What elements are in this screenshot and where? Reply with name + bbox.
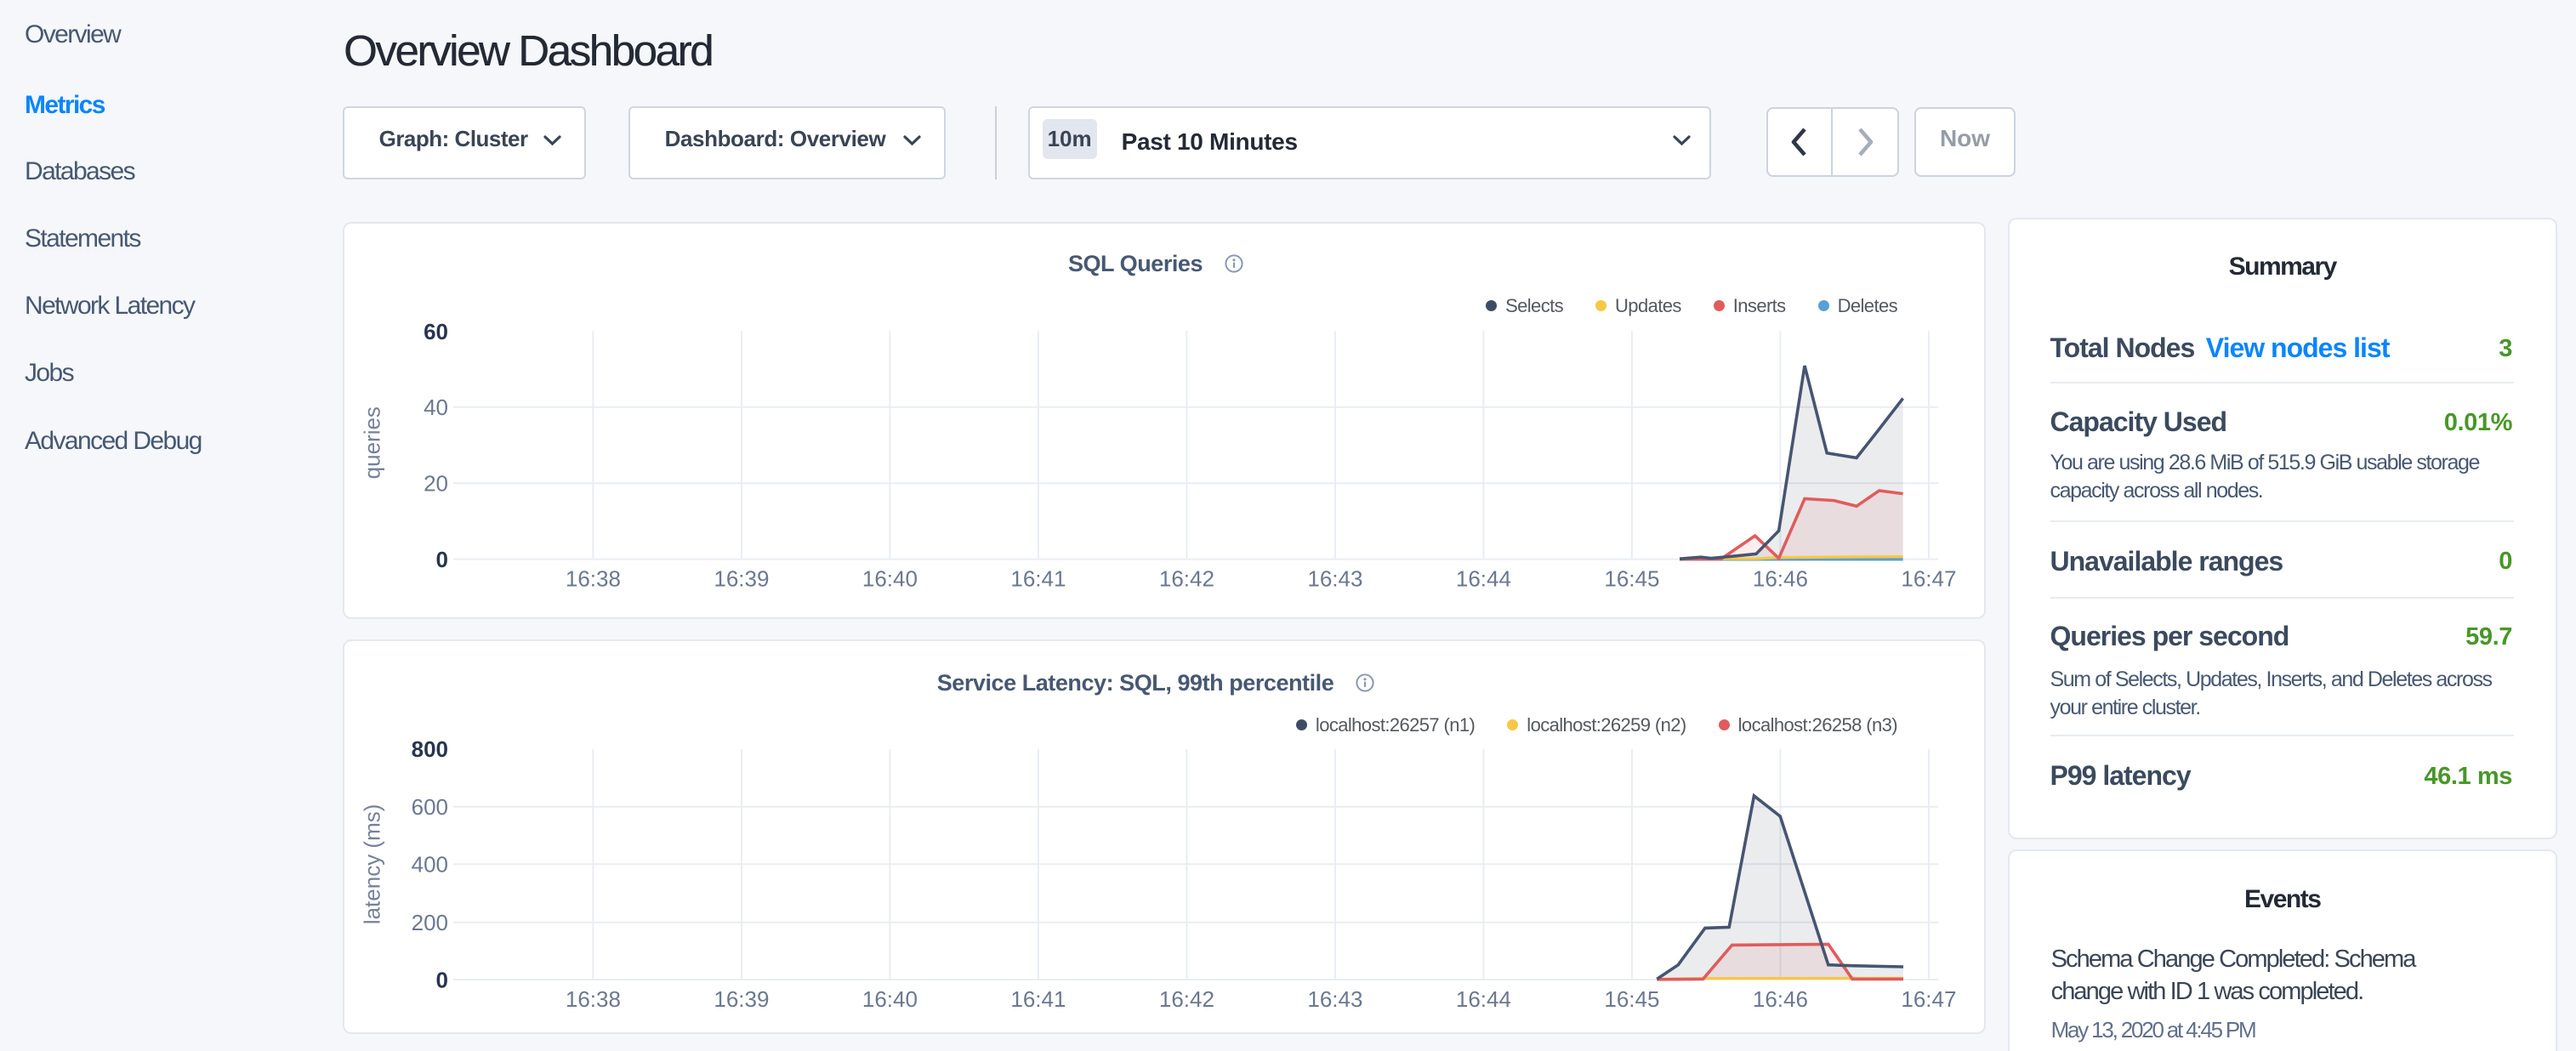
svg-text:16:40: 16:40 bbox=[862, 986, 918, 1012]
svg-text:16:39: 16:39 bbox=[714, 986, 769, 1012]
svg-text:queries: queries bbox=[360, 406, 385, 479]
svg-text:600: 600 bbox=[412, 794, 448, 820]
svg-text:0: 0 bbox=[436, 967, 448, 992]
svg-text:16:39: 16:39 bbox=[714, 566, 769, 592]
svg-text:200: 200 bbox=[412, 910, 448, 935]
svg-text:16:46: 16:46 bbox=[1753, 986, 1808, 1012]
svg-text:20: 20 bbox=[424, 471, 448, 497]
svg-text:16:42: 16:42 bbox=[1159, 986, 1214, 1012]
svg-text:40: 40 bbox=[424, 395, 448, 420]
svg-text:16:46: 16:46 bbox=[1753, 566, 1808, 592]
svg-text:16:42: 16:42 bbox=[1159, 566, 1214, 592]
svg-text:16:43: 16:43 bbox=[1307, 566, 1362, 592]
svg-text:16:47: 16:47 bbox=[1901, 566, 1956, 592]
svg-text:16:44: 16:44 bbox=[1456, 566, 1511, 592]
svg-text:16:47: 16:47 bbox=[1901, 986, 1956, 1012]
svg-text:latency (ms): latency (ms) bbox=[360, 804, 385, 925]
svg-text:0: 0 bbox=[436, 547, 448, 572]
svg-text:800: 800 bbox=[412, 736, 448, 762]
svg-text:16:45: 16:45 bbox=[1604, 566, 1659, 592]
svg-text:16:45: 16:45 bbox=[1604, 986, 1659, 1012]
svg-text:16:41: 16:41 bbox=[1010, 566, 1066, 592]
svg-text:16:38: 16:38 bbox=[566, 986, 621, 1012]
svg-text:16:43: 16:43 bbox=[1307, 986, 1362, 1012]
svg-text:16:44: 16:44 bbox=[1456, 986, 1511, 1012]
svg-text:60: 60 bbox=[424, 319, 448, 344]
svg-text:400: 400 bbox=[412, 852, 448, 878]
svg-text:16:40: 16:40 bbox=[862, 566, 918, 592]
svg-text:16:38: 16:38 bbox=[566, 566, 621, 592]
svg-text:16:41: 16:41 bbox=[1010, 986, 1066, 1012]
